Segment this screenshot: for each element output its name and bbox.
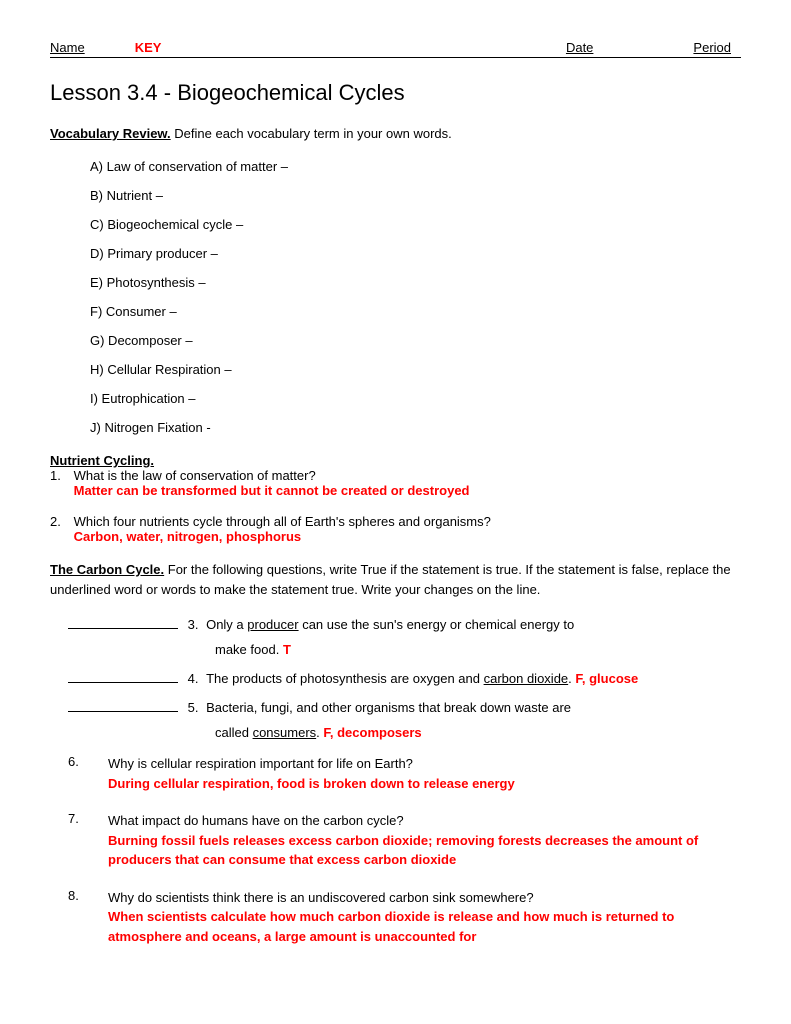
q-text: Bacteria, fungi, and other organisms tha… [206,700,571,715]
carbon-cycle-intro: The Carbon Cycle. For the following ques… [50,560,741,599]
nutrient-cycling-section: Nutrient Cycling. 1. What is the law of … [50,453,741,544]
underlined-term: producer [247,617,298,632]
q-body: What impact do humans have on the carbon… [108,811,741,870]
underlined-term: consumers [253,725,317,740]
vocab-list: A) Law of conservation of matter – B) Nu… [90,159,741,435]
vocab-intro: Vocabulary Review. Define each vocabular… [50,126,741,141]
lesson-title: Lesson 3.4 - Biogeochemical Cycles [50,80,741,106]
question-4: 4. The products of photosynthesis are ox… [68,671,741,686]
answer-key-indicator: KEY [135,40,162,55]
name-label: Name [50,40,85,55]
q-text: What impact do humans have on the carbon… [108,813,404,828]
q-body: Why is cellular respiration important fo… [108,754,741,793]
question-7: 7. What impact do humans have on the car… [68,811,741,870]
vocab-item: A) Law of conservation of matter – [90,159,741,174]
answer-text: Matter can be transformed but it cannot … [74,483,470,498]
vocab-item: I) Eutrophication – [90,391,741,406]
q-text: Why is cellular respiration important fo… [108,756,413,771]
q-body: Which four nutrients cycle through all o… [74,514,714,544]
question-5: 5. Bacteria, fungi, and other organisms … [68,700,741,715]
answer-blank [68,628,178,629]
answer-text: F, glucose [575,671,638,686]
q-body: What is the law of conservation of matte… [74,468,714,498]
q-num: 7. [68,811,108,870]
answer-blank [68,682,178,683]
vocab-item: F) Consumer – [90,304,741,319]
question-5-cont: called consumers. F, decomposers [215,725,741,740]
q-body: Why do scientists think there is an undi… [108,888,741,947]
answer-text: During cellular respiration, food is bro… [108,776,515,791]
question-3: 3. Only a producer can use the sun's ene… [68,617,741,632]
vocab-item: D) Primary producer – [90,246,741,261]
vocab-item: G) Decomposer – [90,333,741,348]
q-num: 6. [68,754,108,793]
answer-text: Burning fossil fuels releases excess car… [108,833,698,868]
q-num: 8. [68,888,108,947]
header-line: Name KEY Date Period [50,40,741,58]
q-text: What is the law of conservation of matte… [74,468,316,483]
q-text: The products of photosynthesis are oxyge… [206,671,575,686]
nutrient-section-label: Nutrient Cycling. [50,453,741,468]
question-1: 1. What is the law of conservation of ma… [50,468,741,498]
vocab-section-label: Vocabulary Review. [50,126,171,141]
q-text: Why do scientists think there is an undi… [108,890,534,905]
answer-text: F, decomposers [323,725,421,740]
q-num: 5. [184,700,202,715]
carbon-section-label: The Carbon Cycle. [50,562,164,577]
worksheet-page: Name KEY Date Period Lesson 3.4 - Biogeo… [0,0,791,1024]
period-label: Period [693,40,741,55]
vocab-item: H) Cellular Respiration – [90,362,741,377]
q-text: Only a producer can use the sun's energy… [206,617,574,632]
q-num: 3. [184,617,202,632]
q-text: Which four nutrients cycle through all o… [74,514,491,529]
question-6: 6. Why is cellular respiration important… [68,754,741,793]
question-8: 8. Why do scientists think there is an u… [68,888,741,947]
answer-text: When scientists calculate how much carbo… [108,909,674,944]
vocab-item: J) Nitrogen Fixation - [90,420,741,435]
answer-text: Carbon, water, nitrogen, phosphorus [74,529,302,544]
q-num: 4. [184,671,202,686]
vocab-instruction: Define each vocabulary term in your own … [171,126,452,141]
underlined-term: carbon dioxide [484,671,569,686]
answer-blank [68,711,178,712]
q-num: 2. [50,514,70,529]
question-2: 2. Which four nutrients cycle through al… [50,514,741,544]
date-label: Date [566,40,593,55]
answer-text: T [283,642,291,657]
question-3-cont: make food. T [215,642,741,657]
vocab-item: C) Biogeochemical cycle – [90,217,741,232]
vocab-item: E) Photosynthesis – [90,275,741,290]
vocab-item: B) Nutrient – [90,188,741,203]
q-num: 1. [50,468,70,483]
